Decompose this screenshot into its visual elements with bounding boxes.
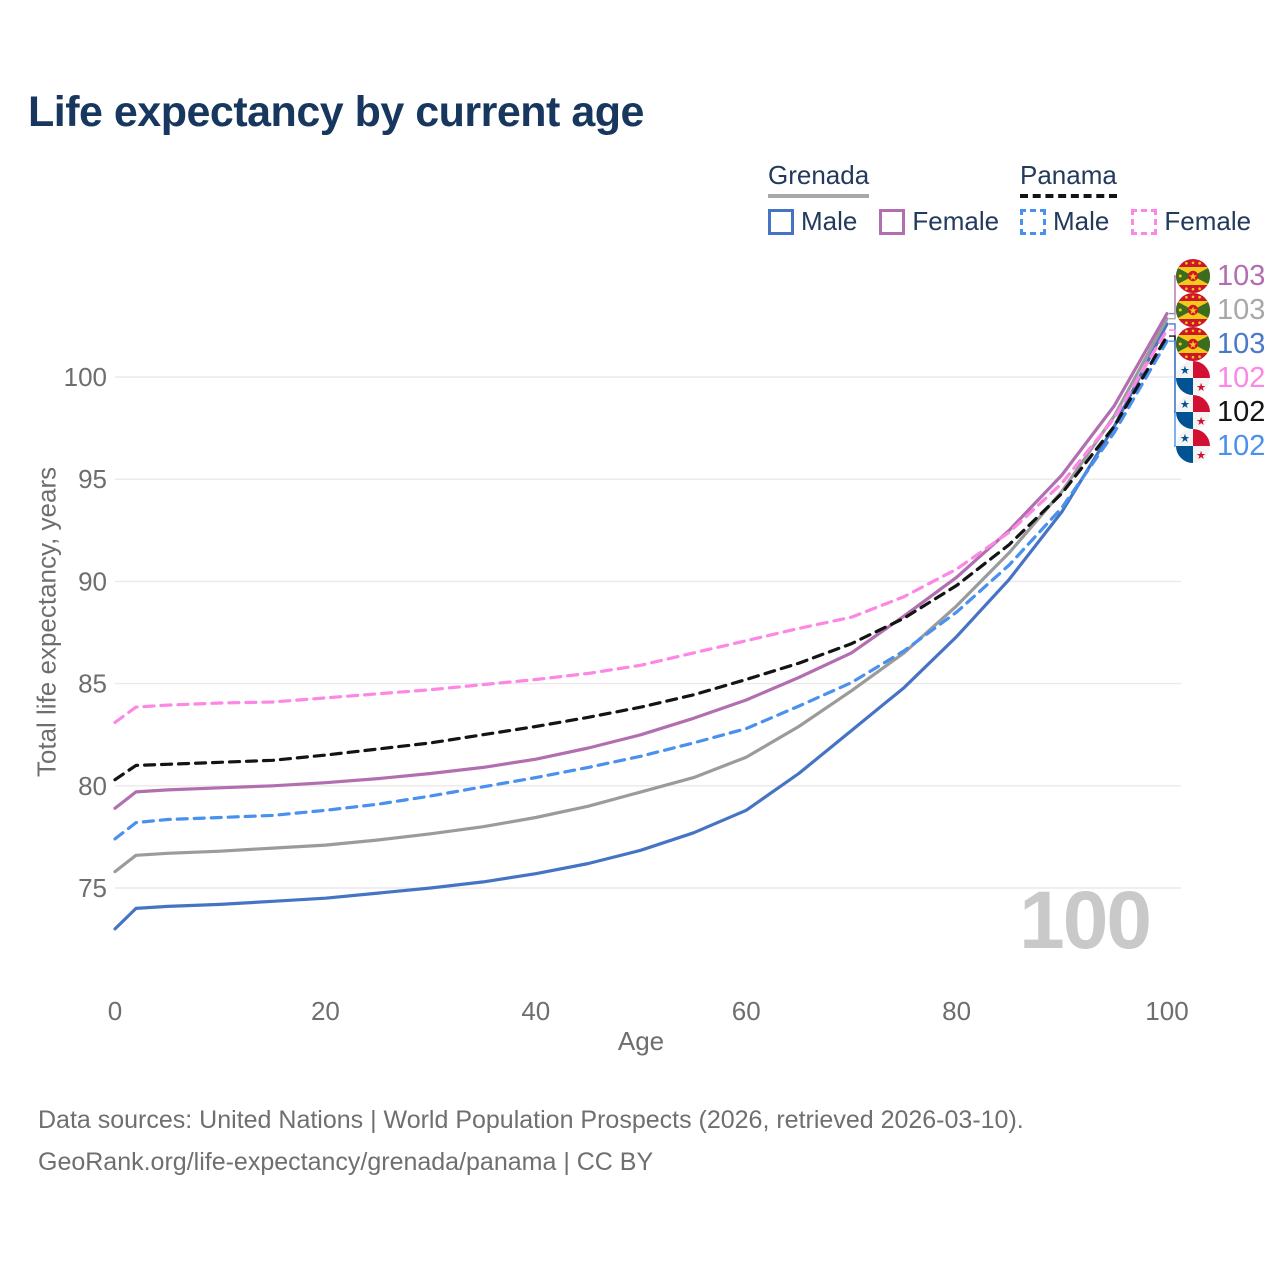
y-tick-label-85: 85 <box>78 669 107 699</box>
footer-data-sources: Data sources: United Nations | World Pop… <box>38 1106 1024 1134</box>
page-title: Life expectancy by current age <box>28 88 644 136</box>
series-line-grenada_both <box>113 317 1169 874</box>
svg-text:★: ★ <box>1180 431 1190 445</box>
x-tick-label-0: 0 <box>108 996 122 1026</box>
legend-item-label: Male <box>801 206 858 236</box>
y-tick-label-95: 95 <box>78 464 107 494</box>
panama-flag-icon: ★ ★ <box>1176 395 1210 429</box>
svg-text:★: ★ <box>1180 363 1190 377</box>
legend-item-label: Female <box>1164 206 1252 236</box>
legend-item-panama-female[interactable]: Female <box>1131 206 1251 237</box>
panama-male-swatch-icon <box>1020 208 1046 235</box>
grenada-female-swatch-icon <box>879 208 906 235</box>
legend-item-grenada-male[interactable]: Male <box>768 206 857 237</box>
x-tick-label-60: 60 <box>732 996 761 1026</box>
svg-text:★: ★ <box>1196 448 1206 462</box>
series-line-grenada_female <box>113 312 1169 810</box>
y-axis-title: Total life expectancy, years <box>31 466 62 778</box>
end-label-value: 102 <box>1217 429 1266 462</box>
x-tick-label-80: 80 <box>942 996 971 1026</box>
legend-group-panama: Panama Male Female <box>1020 160 1251 237</box>
grenada-flag-icon: ★ <box>1176 327 1210 361</box>
y-tick-label-90: 90 <box>78 566 107 596</box>
end-label-connector-grenada_both <box>1169 309 1176 320</box>
legend-item-panama-male[interactable]: Male <box>1020 206 1109 237</box>
y-tick-label-80: 80 <box>78 771 107 801</box>
svg-text:★: ★ <box>1188 305 1197 317</box>
end-label-value: 103 <box>1217 259 1266 292</box>
end-label-panama_male: ★ ★ 102 <box>1176 429 1265 463</box>
panama-female-swatch-icon <box>1131 208 1158 235</box>
legend-items-grenada: Male Female <box>768 206 999 237</box>
end-label-panama_female: ★ ★ 102 <box>1176 361 1265 395</box>
svg-text:★: ★ <box>1188 339 1197 351</box>
end-label-connector-panama_female <box>1169 329 1176 379</box>
svg-text:★: ★ <box>1180 397 1190 411</box>
grenada-flag-icon: ★ <box>1176 259 1210 293</box>
panama-flag-icon: ★ ★ <box>1176 361 1210 395</box>
legend-items-panama: Male Female <box>1020 206 1251 237</box>
series-line-grenada_male <box>113 322 1169 931</box>
svg-text:★: ★ <box>1196 414 1206 428</box>
legend-country-panama[interactable]: Panama <box>1020 160 1117 198</box>
svg-text:★: ★ <box>1196 380 1206 394</box>
y-tick-label-75: 75 <box>78 873 107 903</box>
svg-text:★: ★ <box>1188 271 1197 283</box>
end-label-value: 103 <box>1217 293 1266 326</box>
legend-item-grenada-female[interactable]: Female <box>879 206 999 237</box>
age-watermark: 100 <box>1019 875 1152 966</box>
panama-flag-icon: ★ ★ <box>1176 429 1210 463</box>
series-line-panama_female <box>113 328 1169 725</box>
footer-attribution: GeoRank.org/life-expectancy/grenada/pana… <box>38 1148 654 1176</box>
legend-group-grenada: Grenada Male Female <box>768 160 999 237</box>
end-label-value: 103 <box>1217 327 1266 360</box>
end-label-grenada_both: ★ 103 <box>1176 293 1265 327</box>
legend-item-label: Female <box>912 206 1000 236</box>
end-label-panama_both: ★ ★ 102 <box>1176 395 1265 429</box>
series-line-panama_male <box>113 339 1169 841</box>
x-tick-label-20: 20 <box>311 996 340 1026</box>
x-tick-label-40: 40 <box>521 996 550 1026</box>
grenada-male-swatch-icon <box>768 208 794 235</box>
end-label-grenada_male: ★ 103 <box>1176 327 1265 361</box>
y-tick-label-100: 100 <box>64 362 107 392</box>
x-tick-label-100: 100 <box>1145 996 1188 1026</box>
end-label-connector-grenada_female <box>1169 275 1176 315</box>
legend-item-label: Male <box>1053 206 1110 236</box>
end-label-grenada_female: ★ 103 <box>1176 259 1265 293</box>
end-label-connector-panama_both <box>1169 335 1176 413</box>
x-axis-title: Age <box>617 1026 665 1056</box>
end-label-value: 102 <box>1217 395 1266 428</box>
series-line-panama_both <box>113 334 1169 782</box>
legend-country-grenada[interactable]: Grenada <box>768 160 870 198</box>
end-label-connector-panama_male <box>1169 340 1176 447</box>
end-label-value: 102 <box>1217 361 1266 394</box>
grenada-flag-icon: ★ <box>1176 293 1210 327</box>
